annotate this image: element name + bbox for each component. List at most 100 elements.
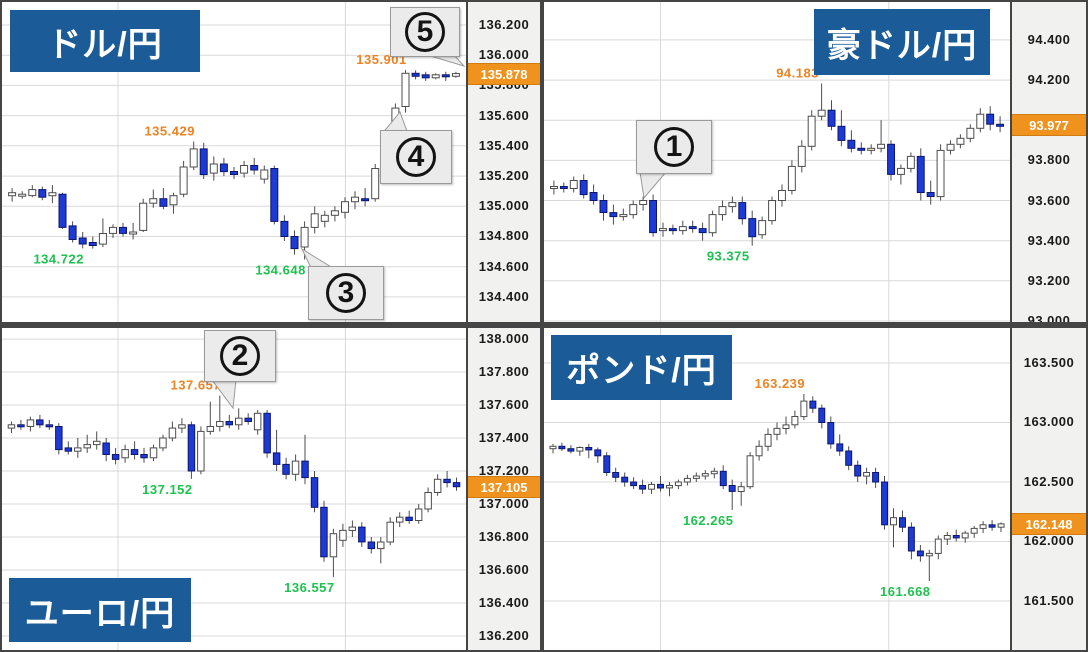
callout-number: 3	[326, 273, 366, 313]
candle-down	[250, 165, 259, 171]
candle-down	[282, 463, 290, 475]
candle-up	[98, 233, 107, 245]
axis-tick: 93.600	[1027, 193, 1071, 208]
axis-tick: 137.200	[478, 463, 530, 478]
candle-down	[579, 180, 588, 196]
candle-down	[748, 218, 757, 238]
axis-tick: 93.000	[1027, 313, 1071, 323]
candle-up	[678, 226, 687, 232]
candle-up	[906, 155, 915, 169]
candle-up	[291, 460, 300, 475]
candle-down	[649, 200, 658, 234]
candle-down	[827, 422, 835, 445]
price-axis-gbp-jpy: 163.500 163.000 162.500 162.000 161.500 162.1…	[1012, 328, 1086, 650]
callout-1: 1	[636, 120, 712, 174]
axis-tick: 93.400	[1027, 233, 1071, 248]
candle-down	[187, 424, 196, 472]
candle-down	[45, 424, 54, 428]
axis-tick: 137.400	[478, 430, 530, 445]
axis-tick: 93.200	[1027, 273, 1071, 288]
candle-up	[890, 517, 897, 526]
candle-down	[698, 228, 707, 234]
candle-down	[818, 407, 826, 423]
candle-down	[219, 163, 228, 173]
candle-down	[310, 477, 319, 508]
candle-down	[140, 454, 148, 459]
candle-up	[139, 202, 148, 231]
candle-down	[361, 198, 370, 202]
price-label-low: 162.265	[683, 513, 734, 528]
axis-tick: 134.200	[468, 320, 540, 323]
current-price-badge: 135.878	[468, 63, 540, 85]
candle-up	[877, 143, 886, 149]
candle-down	[358, 526, 366, 543]
candle-down	[411, 72, 420, 77]
candle-down	[621, 476, 629, 483]
candle-up	[976, 113, 985, 129]
candle-down	[907, 526, 915, 552]
candle-up	[791, 416, 799, 426]
candle-up	[371, 168, 380, 200]
candle-up	[674, 481, 682, 487]
candle-up	[639, 200, 648, 205]
candle-up	[253, 412, 262, 431]
callout-tail	[211, 379, 237, 410]
candle-up	[339, 529, 347, 541]
candle-down	[111, 454, 120, 460]
candle-down	[809, 400, 817, 409]
current-price-badge: 162.148	[1012, 513, 1086, 535]
price-label-low: 134.648	[255, 263, 306, 278]
axis-tick: 137.000	[478, 496, 530, 511]
axis-tick: 136.800	[478, 529, 530, 544]
candle-down	[230, 171, 238, 175]
current-price-badge: 93.977	[1012, 114, 1086, 136]
candle-up	[300, 226, 309, 248]
candle-down	[280, 220, 289, 237]
candle-down	[857, 147, 866, 151]
price-label-low: 134.722	[33, 251, 84, 266]
candle-down	[837, 125, 846, 141]
candle-down	[102, 442, 110, 455]
candle-down	[988, 524, 996, 528]
candle-up	[240, 165, 249, 174]
callout-5: 5	[390, 7, 460, 57]
candle-up	[569, 180, 578, 189]
pair-title-gbp-jpy: ポンド/円	[551, 335, 732, 400]
axis-tick: 136.200	[478, 17, 530, 32]
candle-down	[827, 109, 836, 127]
price-axis-eur-jpy: 138.000 137.800 137.600 137.400 137.200 137.0…	[468, 328, 540, 650]
candle-up	[797, 145, 806, 167]
candle-up	[807, 115, 816, 147]
candle-down	[199, 148, 208, 176]
axis-tick: 136.200	[478, 628, 530, 643]
candle-up	[863, 472, 871, 477]
candle-up	[206, 426, 215, 432]
candle-up	[817, 109, 826, 117]
candle-up	[179, 166, 188, 195]
candle-down	[589, 192, 598, 201]
candle-up	[778, 190, 786, 201]
candle-up	[424, 492, 432, 510]
axis-tick: 137.800	[478, 364, 530, 379]
candle-down	[558, 445, 566, 450]
candle-down	[657, 483, 664, 489]
candle-up	[7, 424, 16, 429]
candle-down	[263, 412, 271, 454]
candle-up	[433, 478, 442, 494]
candle-up	[956, 137, 965, 145]
candle-up	[746, 455, 754, 488]
candle-up	[351, 196, 359, 203]
axis-tick: 137.600	[478, 397, 530, 412]
candle-down	[68, 225, 77, 240]
candle-down	[845, 450, 853, 466]
price-label-low: 161.668	[880, 584, 931, 599]
candle-down	[405, 516, 413, 521]
callout-3: 3	[308, 266, 384, 320]
axis-tick: 94.200	[1027, 72, 1071, 87]
candle-up	[431, 74, 440, 79]
candle-down	[38, 189, 47, 198]
candle-up	[93, 440, 101, 446]
candle-up	[970, 527, 978, 534]
candle-down	[88, 242, 97, 246]
